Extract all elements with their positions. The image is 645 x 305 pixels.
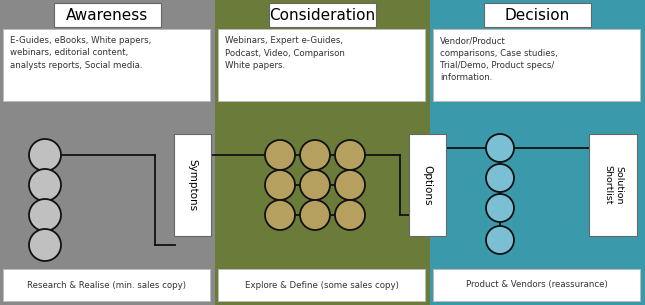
- Bar: [430, 0, 645, 305]
- Circle shape: [300, 200, 330, 230]
- Circle shape: [300, 140, 330, 170]
- Circle shape: [265, 200, 295, 230]
- Text: Options: Options: [422, 165, 433, 205]
- FancyBboxPatch shape: [54, 3, 161, 27]
- FancyBboxPatch shape: [433, 29, 640, 101]
- Text: Decision: Decision: [504, 8, 570, 23]
- Text: Research & Realise (min. sales copy): Research & Realise (min. sales copy): [27, 281, 186, 289]
- FancyBboxPatch shape: [589, 134, 637, 236]
- Circle shape: [486, 226, 514, 254]
- Text: Product & Vendors (reassurance): Product & Vendors (reassurance): [466, 281, 608, 289]
- FancyBboxPatch shape: [174, 134, 211, 236]
- Text: Solution
Shortlist: Solution Shortlist: [603, 165, 623, 205]
- Bar: [215, 0, 430, 305]
- FancyBboxPatch shape: [484, 3, 591, 27]
- Text: Consideration: Consideration: [269, 8, 375, 23]
- FancyBboxPatch shape: [218, 269, 425, 301]
- Circle shape: [486, 134, 514, 162]
- Circle shape: [300, 170, 330, 200]
- Circle shape: [486, 194, 514, 222]
- FancyBboxPatch shape: [3, 269, 210, 301]
- Circle shape: [29, 229, 61, 261]
- Circle shape: [29, 139, 61, 171]
- Text: Explore & Define (some sales copy): Explore & Define (some sales copy): [244, 281, 399, 289]
- Text: Symptons: Symptons: [188, 159, 197, 211]
- Circle shape: [335, 200, 365, 230]
- Bar: [0, 0, 215, 305]
- Circle shape: [265, 140, 295, 170]
- Circle shape: [29, 169, 61, 201]
- FancyBboxPatch shape: [409, 134, 446, 236]
- Text: E-Guides, eBooks, White papers,
webinars, editorial content,
analysts reports, S: E-Guides, eBooks, White papers, webinars…: [10, 36, 151, 70]
- Text: Webinars, Expert e-Guides,
Podcast, Video, Comparison
White papers.: Webinars, Expert e-Guides, Podcast, Vide…: [225, 36, 345, 70]
- Circle shape: [335, 170, 365, 200]
- FancyBboxPatch shape: [268, 3, 375, 27]
- Circle shape: [486, 164, 514, 192]
- FancyBboxPatch shape: [433, 269, 640, 301]
- Text: Awareness: Awareness: [66, 8, 148, 23]
- Circle shape: [265, 170, 295, 200]
- FancyBboxPatch shape: [3, 29, 210, 101]
- Circle shape: [29, 199, 61, 231]
- Text: Vendor/Product
comparisons, Case studies,
Trial/Demo, Product specs/
information: Vendor/Product comparisons, Case studies…: [440, 36, 558, 82]
- FancyBboxPatch shape: [218, 29, 425, 101]
- Circle shape: [335, 140, 365, 170]
